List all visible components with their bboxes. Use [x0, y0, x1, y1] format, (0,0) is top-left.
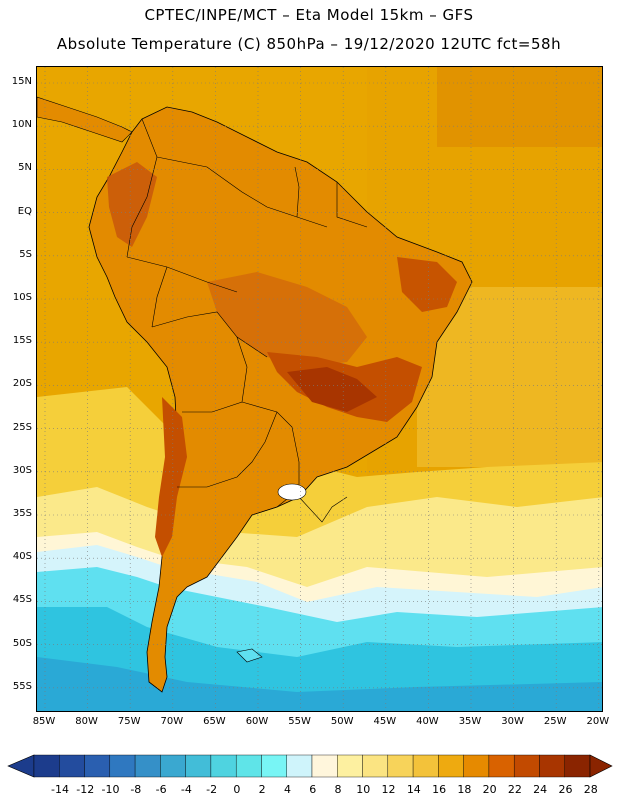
- lat-label: 25S: [12, 421, 32, 433]
- colorbar-swatch: [362, 754, 389, 778]
- colorbar-swatch: [134, 754, 161, 778]
- colorbar-label: -14: [51, 783, 69, 796]
- lon-label: 45W: [373, 716, 397, 727]
- country-borders: [126, 118, 368, 523]
- colorbar-max-arrow: [589, 754, 613, 778]
- lat-label: 10S: [12, 292, 32, 303]
- lon-label: 40W: [416, 716, 439, 727]
- colorbar-swatch: [438, 754, 464, 778]
- lon-label: 85W: [32, 716, 56, 727]
- lon-label: 70W: [160, 716, 184, 727]
- lat-label: 40S: [12, 551, 32, 563]
- lat-label: 50S: [12, 637, 32, 649]
- south-america-landmass: [88, 106, 473, 693]
- lat-label: 20S: [12, 378, 32, 390]
- colorbar-label: 16: [432, 783, 447, 796]
- colorbar-label: 24: [533, 783, 548, 796]
- lon-label: 75W: [117, 716, 141, 727]
- colorbar-label: 18: [457, 783, 472, 796]
- colorbar-label: 20: [482, 783, 497, 796]
- colorbar-label: 12: [381, 783, 396, 796]
- colorbar-label: 2: [258, 783, 266, 796]
- lat-label: 5S: [19, 248, 32, 260]
- lon-label: 55W: [288, 716, 311, 727]
- lat-label: 5N: [18, 162, 32, 174]
- colorbar-label: -8: [130, 783, 142, 796]
- colorbar-swatch: [210, 754, 237, 778]
- colorbar-swatch: [311, 754, 338, 778]
- colorbar-label: 6: [309, 783, 317, 796]
- colorbar-swatch: [261, 754, 287, 778]
- lon-label: 35W: [458, 716, 482, 727]
- lat-label: 35S: [12, 508, 32, 519]
- lat-label: 15N: [11, 76, 32, 87]
- colorbar-swatch: [109, 754, 136, 778]
- colorbar-swatch: [185, 754, 212, 778]
- colorbar-swatch: [488, 754, 515, 778]
- lat-label: 45S: [12, 594, 32, 606]
- lon-label: 60W: [245, 716, 269, 727]
- hottest-core: [287, 367, 377, 412]
- colorbar-swatch: [59, 754, 85, 778]
- title-field: Absolute Temperature (C) 850hPa – 19/12/…: [56, 35, 562, 53]
- lat-label: 55S: [12, 680, 32, 692]
- lat-label: 30S: [12, 464, 32, 476]
- colorbar-label: -2: [206, 783, 218, 796]
- colorbar-swatch: [463, 754, 490, 778]
- title-model: CPTEC/INPE/MCT – Eta Model 15km – GFS: [144, 6, 474, 24]
- colorbar-label: 10: [356, 783, 371, 796]
- andes-hot-strip: [155, 397, 187, 557]
- rio-de-la-plata-estuary: [277, 483, 307, 501]
- lat-label: 10N: [11, 119, 32, 131]
- colorbar-min-arrow: [7, 754, 35, 778]
- colorbar-label: 26: [558, 783, 573, 796]
- temperature-colorbar: [7, 754, 613, 778]
- colorbar-swatch: [539, 754, 565, 778]
- map-canvas: [37, 67, 602, 711]
- graticule: [37, 67, 602, 711]
- colorbar-label: -4: [180, 783, 192, 796]
- colorbar-label: 14: [406, 783, 421, 796]
- colorbar-swatch: [412, 754, 439, 778]
- colorbar-label: 28: [583, 783, 598, 796]
- colorbar-swatch: [513, 754, 540, 778]
- northwest-hot-region: [107, 162, 157, 247]
- colorbar-swatch: [33, 754, 60, 778]
- lon-label: 50W: [330, 716, 354, 727]
- lat-label: EQ: [17, 205, 32, 217]
- colorbar-swatch: [235, 754, 262, 778]
- colorbar-label: 8: [334, 783, 342, 796]
- colorbar-swatch: [564, 754, 591, 778]
- colorbar-label: -6: [155, 783, 167, 796]
- colorbar-label: 4: [283, 783, 291, 796]
- lon-label: 20W: [586, 716, 610, 727]
- tropical-warm-patch: [437, 67, 602, 147]
- lon-label: 65W: [203, 716, 226, 727]
- colorbar-swatch: [160, 754, 186, 778]
- lon-label: 80W: [75, 716, 98, 727]
- colorbar-swatch: [337, 754, 363, 778]
- cold-band-4: [37, 657, 602, 711]
- temperature-map[interactable]: [36, 66, 603, 712]
- lon-label: 25W: [543, 716, 567, 727]
- central-america: [37, 96, 133, 143]
- colorbar-swatch: [286, 754, 313, 778]
- colorbar-swatch: [84, 754, 111, 778]
- colorbar-label: -10: [101, 783, 120, 796]
- lon-label: 30W: [501, 716, 524, 727]
- lat-label: 15S: [12, 335, 32, 347]
- colorbar-label: -12: [76, 783, 95, 796]
- northeast-hot-region: [397, 257, 457, 312]
- colorbar-label: 22: [507, 783, 522, 796]
- amazon-hot-region: [207, 272, 367, 367]
- colorbar-swatch: [387, 754, 414, 778]
- falkland-islands: [236, 648, 263, 663]
- colorbar-label: 0: [233, 783, 241, 796]
